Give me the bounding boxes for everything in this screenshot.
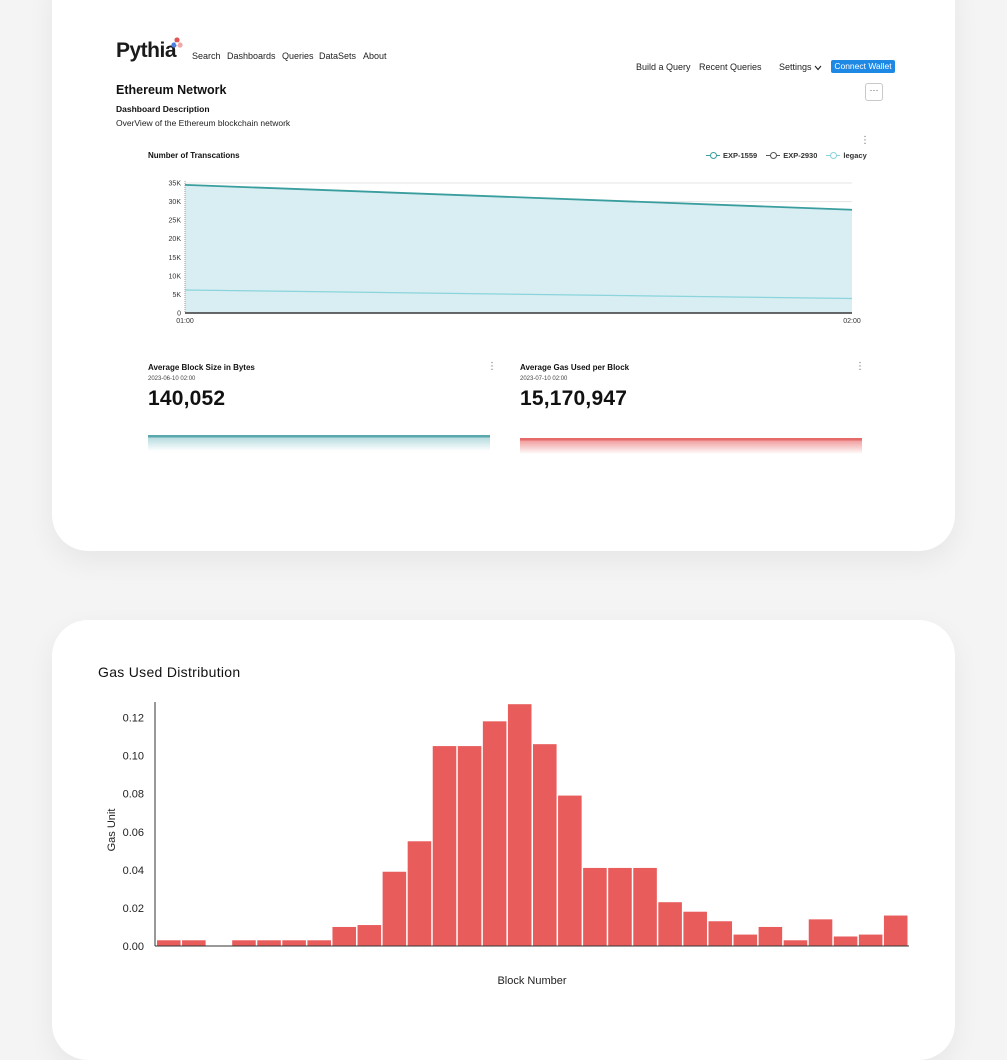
kpi-value: 140,052 bbox=[148, 387, 226, 410]
legend-item-legacy[interactable]: legacy bbox=[826, 151, 867, 160]
histogram-bar bbox=[332, 926, 357, 946]
page-title: Ethereum Network bbox=[116, 83, 227, 97]
legend-item-exp2930[interactable]: EXP-2930 bbox=[766, 151, 817, 160]
description-text: OverView of the Ethereum blockchain netw… bbox=[116, 118, 291, 128]
legend-marker-icon bbox=[826, 152, 841, 160]
series-line bbox=[184, 183, 853, 211]
transactions-area-chart: 0 5K 10K 15K 20K 25K 30K 35K 01:00 02:00 bbox=[169, 181, 861, 326]
y-tick-label: 0.08 bbox=[123, 789, 144, 801]
build-query-link[interactable]: Build a Query bbox=[636, 62, 691, 72]
kpi-title: Average Gas Used per Block bbox=[520, 363, 630, 372]
histogram-bar bbox=[407, 841, 432, 946]
nav-about[interactable]: About bbox=[363, 51, 387, 61]
y-tick-label: 30K bbox=[169, 199, 182, 206]
area-fill bbox=[185, 184, 852, 313]
histogram-bar bbox=[457, 746, 482, 946]
histogram-bar bbox=[858, 934, 883, 946]
legend-label: EXP-2930 bbox=[783, 151, 818, 160]
histogram-bar bbox=[357, 925, 382, 946]
kpi-title: Average Block Size in Bytes bbox=[148, 363, 255, 372]
nav-queries[interactable]: Queries bbox=[282, 51, 314, 61]
histogram-bar bbox=[507, 704, 532, 946]
kpi-menu-kebab-icon[interactable]: ⋮ bbox=[855, 361, 865, 372]
y-tick-label: 20K bbox=[169, 236, 182, 243]
histogram-bar bbox=[182, 940, 206, 946]
x-axis-label: Block Number bbox=[497, 975, 566, 987]
distribution-chart-title: Gas Used Distribution bbox=[98, 664, 241, 680]
kpi-value: 15,170,947 bbox=[520, 387, 628, 410]
y-tick-label: 25K bbox=[169, 218, 182, 225]
kpi-date: 2023-06-10 02:00 bbox=[148, 376, 196, 382]
chart-legend: EXP-1559 EXP-2930 legacy bbox=[697, 151, 867, 160]
kpi-sparkline bbox=[148, 435, 490, 451]
connect-wallet-button[interactable]: Connect Wallet bbox=[831, 60, 895, 73]
histogram-bar bbox=[708, 921, 733, 946]
histogram-bar bbox=[558, 795, 582, 946]
dashboard-options-button[interactable]: ··· bbox=[865, 83, 883, 101]
histogram-bar bbox=[808, 919, 833, 946]
histogram-bar bbox=[608, 867, 632, 946]
histogram-bar bbox=[883, 915, 908, 946]
gas-distribution-bar-chart: 0.00 0.02 0.04 0.06 0.08 0.10 0.12 Block Number… bbox=[106, 702, 909, 987]
dashboard-card: Pythia Search Dashboards Queries DataSet… bbox=[52, 0, 955, 551]
chevron-down-icon bbox=[814, 65, 822, 71]
y-tick-label: 10K bbox=[169, 273, 182, 280]
nav-dashboards[interactable]: Dashboards bbox=[227, 51, 276, 61]
description-label: Dashboard Description bbox=[116, 104, 210, 114]
y-tick-label: 5K bbox=[172, 292, 181, 299]
y-tick-label: 0.06 bbox=[123, 827, 144, 839]
histogram-bar bbox=[533, 744, 557, 946]
nav-datasets[interactable]: DataSets bbox=[319, 51, 357, 61]
histogram-bar bbox=[382, 871, 407, 946]
histogram-bar bbox=[482, 721, 507, 946]
y-tick-label: 0.10 bbox=[123, 751, 144, 763]
y-tick-label: 15K bbox=[169, 255, 182, 262]
x-tick-label: 02:00 bbox=[843, 318, 861, 325]
histogram-bar bbox=[232, 940, 256, 946]
legend-item-exp1559[interactable]: EXP-1559 bbox=[706, 151, 757, 160]
histogram-bar bbox=[307, 940, 331, 946]
histogram-bar bbox=[157, 940, 181, 946]
series-line bbox=[184, 289, 853, 300]
legend-label: EXP-1559 bbox=[723, 151, 758, 160]
y-tick-label: 35K bbox=[169, 181, 182, 188]
chart-menu-kebab-icon[interactable]: ⋮ bbox=[860, 135, 870, 146]
histogram-bar bbox=[633, 867, 657, 946]
histogram-bar bbox=[733, 934, 758, 946]
kpi-date: 2023-07-10 02:00 bbox=[520, 376, 568, 382]
histogram-bar bbox=[282, 940, 306, 946]
kpi-sparkline bbox=[520, 438, 862, 454]
settings-menu[interactable]: Settings bbox=[779, 62, 822, 72]
histogram-bar bbox=[583, 867, 607, 946]
distribution-card: Gas Used Distribution 0.00 0.02 0.04 0.06 0.… bbox=[52, 620, 955, 1060]
legend-marker-icon bbox=[706, 152, 720, 160]
y-tick-label: 0 bbox=[177, 311, 181, 318]
transactions-chart-title: Number of Transcations bbox=[148, 151, 240, 160]
y-tick-label: 0.02 bbox=[123, 903, 144, 915]
y-axis-label: Gas Unit bbox=[106, 809, 118, 852]
logo-mark-icon bbox=[171, 37, 183, 48]
pythia-logo[interactable]: Pythia bbox=[116, 39, 177, 62]
nav-search[interactable]: Search bbox=[192, 51, 221, 61]
legend-label: legacy bbox=[843, 151, 867, 160]
more-horizontal-icon: ··· bbox=[869, 85, 879, 95]
histogram-bar bbox=[432, 746, 457, 946]
histogram-bar bbox=[658, 902, 682, 946]
y-tick-label: 0.12 bbox=[123, 713, 144, 725]
legend-marker-icon bbox=[766, 152, 781, 160]
histogram-bar bbox=[833, 936, 858, 946]
histogram-bar bbox=[783, 940, 808, 946]
kpi-menu-kebab-icon[interactable]: ⋮ bbox=[487, 361, 497, 372]
histogram-bar bbox=[257, 940, 281, 946]
settings-label: Settings bbox=[779, 62, 812, 72]
histogram-bar bbox=[758, 926, 783, 946]
recent-queries-link[interactable]: Recent Queries bbox=[699, 62, 762, 72]
y-tick-label: 0.00 bbox=[123, 941, 144, 953]
histogram-bar bbox=[683, 911, 707, 946]
y-tick-label: 0.04 bbox=[123, 865, 144, 877]
x-tick-label: 01:00 bbox=[176, 318, 194, 325]
